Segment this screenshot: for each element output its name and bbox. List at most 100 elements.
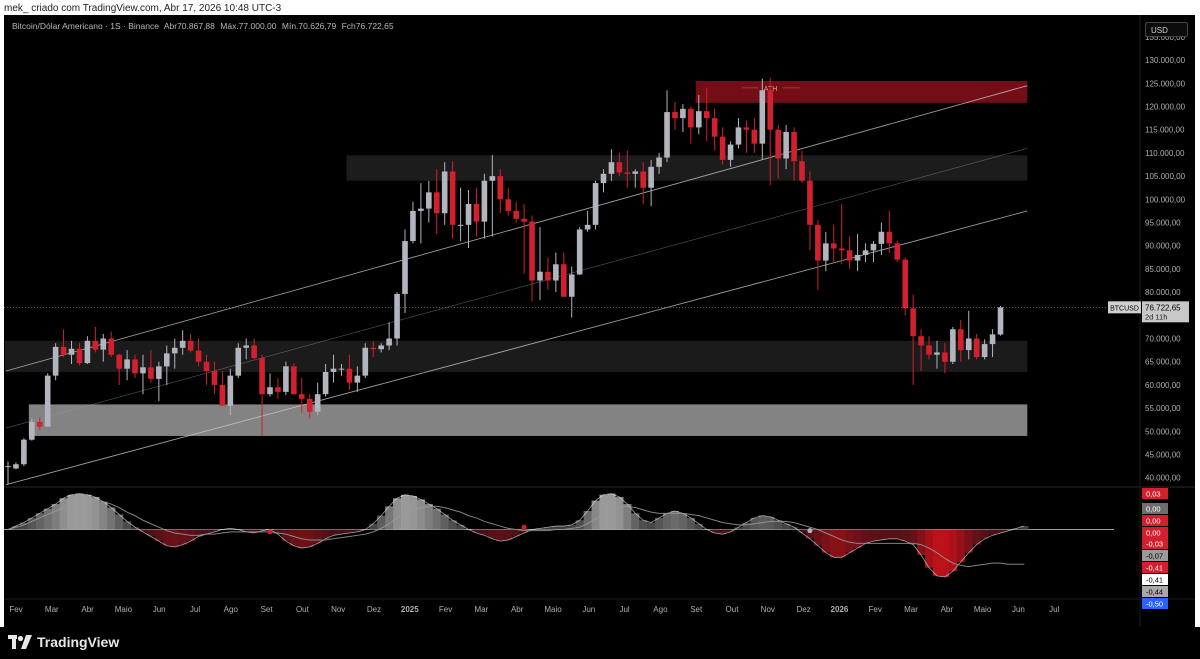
oscillator-bar-negative [988, 529, 997, 536]
oscillator-bar-negative [520, 529, 529, 533]
oscillator-bar-negative [329, 529, 338, 536]
oscillator-bar-negative [813, 529, 822, 546]
candle-body [592, 183, 599, 225]
price-tick-label: 50.000,00 [1145, 427, 1181, 436]
oscillator-bar-positive [35, 513, 44, 530]
candle-body [402, 241, 408, 294]
time-axis-label: Fev [9, 605, 22, 614]
legend-symbol[interactable]: Bitcoin/Dólar Americano · 1S · Binance [12, 21, 159, 31]
oscillator-bar-positive [575, 520, 584, 530]
candle-body [267, 387, 273, 395]
candle-body [775, 129, 781, 159]
oscillator-bar-positive [623, 504, 632, 530]
candle-body [934, 352, 940, 355]
price-tick-label: 105.000,00 [1145, 172, 1186, 181]
legend-open: Abr70.867,88 [163, 21, 215, 31]
candle-body [703, 111, 710, 119]
oscillator-bar-positive [123, 521, 132, 530]
candle-body [227, 375, 234, 406]
indicator-axis-badge [1142, 488, 1168, 499]
indicator-axis-badge [1142, 586, 1168, 597]
candle-body [727, 144, 734, 160]
currency-button[interactable]: USD [1145, 22, 1188, 37]
oscillator-bar-positive [424, 504, 433, 530]
candle-body [656, 157, 662, 167]
candle-body [148, 367, 154, 379]
candle-body [815, 224, 821, 261]
price-tick-label: 135.000,00 [1145, 33, 1186, 42]
zone-rect [695, 81, 1028, 103]
candle-body [346, 368, 353, 383]
time-axis-label: Ago [653, 605, 668, 614]
oscillator-bar-negative [837, 529, 846, 558]
oscillator-bar-positive [1020, 526, 1029, 530]
candle-body [640, 171, 646, 188]
time-axis-label: Nov [331, 605, 345, 614]
candle-body [902, 259, 909, 309]
chart-canvas[interactable]: ATH135.000,00130.000,00125.000,00120.000… [4, 15, 1195, 627]
price-tick-label: 45.000,00 [1145, 451, 1181, 460]
indicator-dot [807, 528, 813, 534]
candle-body [926, 345, 932, 355]
time-axis-label: Mar [45, 605, 59, 614]
oscillator-bar-negative [321, 529, 330, 539]
indicator-axis-label: -0,44 [1146, 588, 1163, 597]
candle-body [545, 271, 551, 281]
oscillator-bar-negative [345, 529, 354, 533]
indicator-axis-label: 0,00 [1146, 517, 1161, 526]
oscillator-bar-positive [43, 508, 52, 530]
countdown-text: 2d 11h [1145, 312, 1167, 321]
indicator-axis-badge [1142, 527, 1168, 538]
oscillator-bar-negative [289, 529, 298, 546]
oscillator-bar-negative [964, 529, 973, 553]
oscillator-bar-negative [956, 529, 965, 562]
oscillator-bar-positive [408, 495, 418, 530]
indicator-axis-badge [1142, 550, 1168, 561]
oscillator-bar-positive [774, 520, 783, 530]
chart-area[interactable]: ATH135.000,00130.000,00125.000,00120.000… [4, 15, 1195, 627]
candle-body [608, 162, 615, 174]
indicator-axis-badge [1142, 515, 1168, 526]
candle-body [243, 345, 249, 348]
candle-body [140, 367, 146, 374]
oscillator-bar-negative [869, 529, 878, 542]
oscillator-bar-negative [909, 529, 918, 545]
oscillator-bar-positive [551, 526, 560, 530]
candle-body [672, 112, 678, 119]
candle-body [235, 347, 242, 376]
candle-body [695, 111, 702, 128]
candle-body [981, 344, 988, 358]
oscillator-bar-negative [1004, 529, 1013, 531]
candle-body [791, 132, 797, 162]
zone-rect [28, 404, 1028, 436]
oscillator-bar-positive [27, 517, 36, 530]
candle-body [767, 90, 774, 130]
price-tick-label: 60.000,00 [1145, 381, 1181, 390]
oscillator-bar-positive [416, 499, 425, 530]
indicator-axis-label: -0,03 [1146, 540, 1163, 549]
indicator-dot [267, 529, 273, 535]
candle-body [187, 340, 194, 351]
candle-body [465, 203, 472, 225]
candle-body [862, 250, 869, 255]
oscillator-bar-negative [893, 529, 902, 539]
oscillator-bar-negative [178, 529, 187, 545]
oscillator-bar-positive [11, 526, 21, 530]
candle-body [291, 366, 297, 395]
oscillator-bar-positive [647, 522, 656, 530]
candle-body [330, 368, 337, 372]
candle-body [354, 375, 361, 383]
legend-low: Mín.70.626,79 [281, 21, 337, 31]
tradingview-logo[interactable]: TradingView [8, 630, 119, 654]
candle-body [759, 90, 766, 144]
candle-body [870, 243, 877, 251]
time-axis-label: Jul [190, 605, 200, 614]
candle-body [719, 136, 726, 160]
indicator-axis-badge [1142, 574, 1168, 585]
candle-body [886, 231, 893, 244]
oscillator-bar-positive [734, 527, 743, 530]
candle-body [735, 127, 742, 145]
price-tick-label: 95.000,00 [1145, 219, 1181, 228]
candle-body [36, 422, 43, 427]
candle-body [664, 112, 670, 158]
